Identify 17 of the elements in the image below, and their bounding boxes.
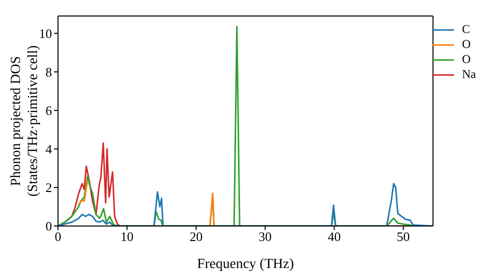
y-tick-label: 6 [46,103,52,118]
x-axis-title: Frequency (THz) [197,257,294,272]
legend-label: O [462,52,471,67]
x-tick-label: 20 [190,229,203,244]
legend-label: O [462,37,471,52]
x-tick-label: 30 [258,229,272,244]
y-tick-label: 0 [46,218,52,234]
x-tick-label: 50 [396,229,410,244]
legend-label: Na [462,67,476,82]
y-tick-label: 2 [46,180,52,196]
y-tick-label: 4 [46,142,52,157]
x-tick-label: 10 [120,229,134,244]
legend-label: C [462,22,470,37]
x-tick-label: 40 [328,229,341,244]
y-tick-label: 10 [39,26,52,41]
y-axis-title: Phonon projected DOS (States/THz·primitive cell) [9,45,41,197]
y-tick-label: 8 [46,64,52,80]
